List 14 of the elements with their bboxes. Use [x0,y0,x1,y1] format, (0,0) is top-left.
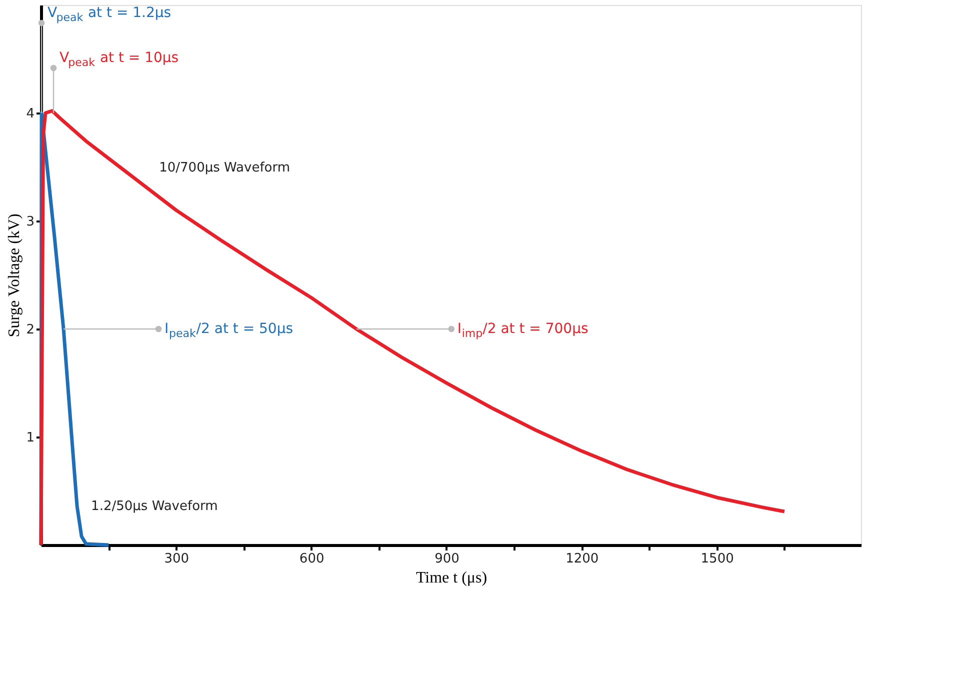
series-label: 10/700μs Waveform [159,160,290,176]
x-tick-label: 600 [299,552,324,566]
line-series [39,109,786,547]
y-tick-label: 3 [26,214,34,230]
x-tick-label: 1200 [566,552,599,566]
x-tick-label: 900 [434,552,460,566]
x-tick-label: 1500 [700,552,734,566]
x-axis-title: Time t (μs) [416,570,488,586]
y-tick-label: 2 [26,322,34,338]
series-label: 1.2/50μs Waveform [91,499,218,514]
x-tick-label: 300 [164,552,190,566]
y-axis-title: Surge Voltage (kV) [6,214,24,338]
y-tick-label: 1 [26,430,34,446]
y-tick-label: 4 [26,106,34,122]
